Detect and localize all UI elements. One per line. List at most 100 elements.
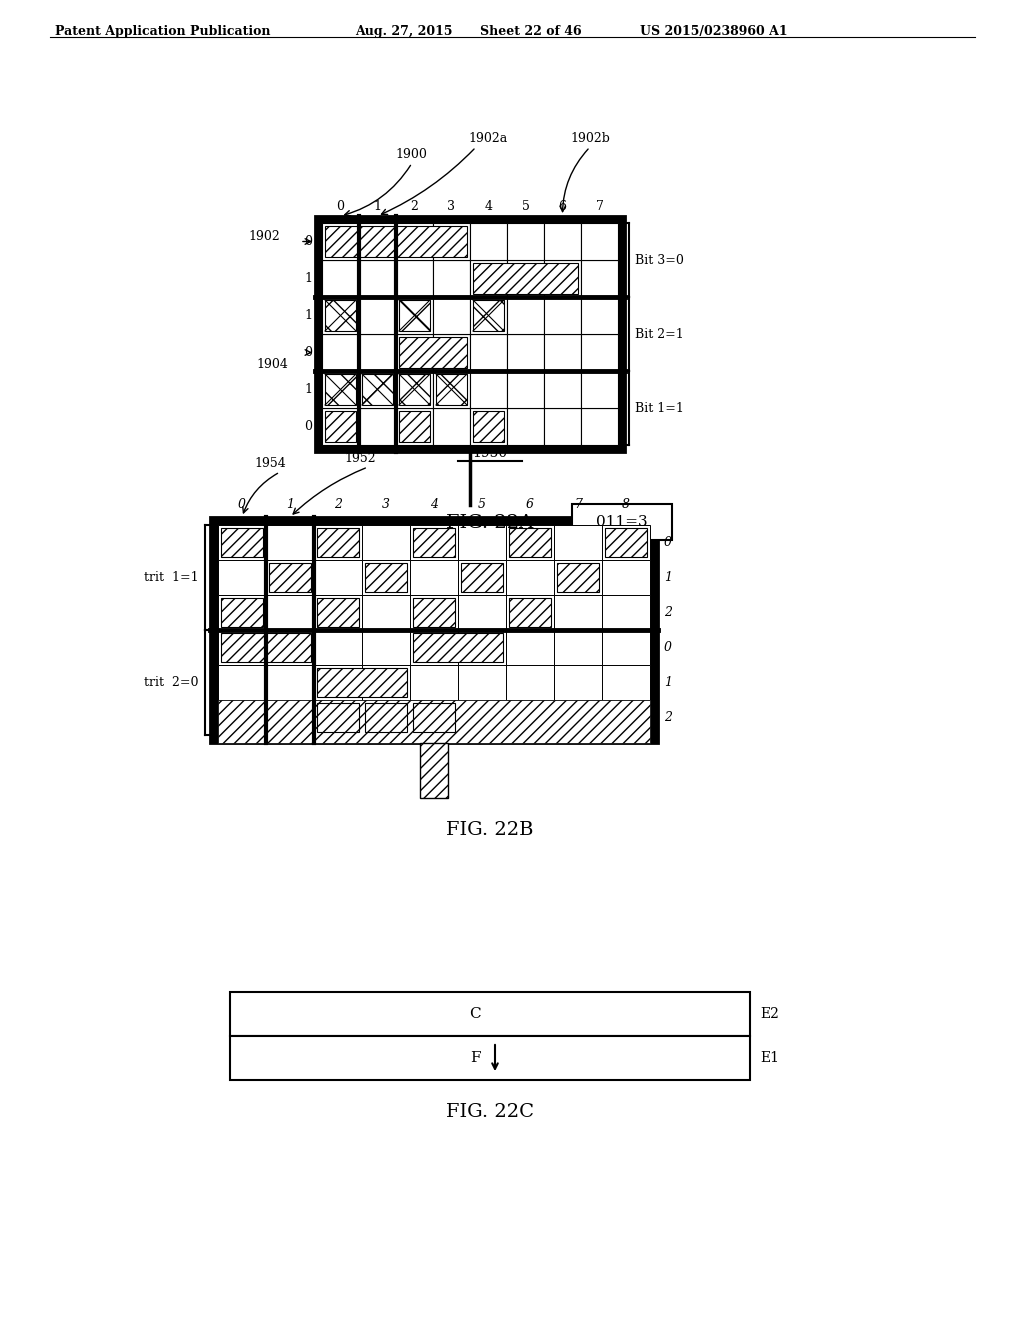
Bar bbox=[399, 300, 430, 331]
Bar bbox=[413, 634, 503, 663]
Bar bbox=[433, 260, 470, 297]
Bar bbox=[269, 564, 311, 591]
Text: 0: 0 bbox=[304, 346, 312, 359]
Bar bbox=[359, 260, 396, 297]
Bar bbox=[581, 371, 618, 408]
Bar bbox=[314, 525, 362, 560]
Bar bbox=[322, 297, 359, 334]
Text: 7: 7 bbox=[596, 201, 603, 213]
Bar bbox=[507, 297, 544, 334]
Bar bbox=[433, 297, 470, 334]
Bar bbox=[396, 297, 433, 334]
Bar bbox=[470, 297, 507, 334]
Text: 1904: 1904 bbox=[256, 358, 288, 371]
Bar bbox=[322, 260, 359, 297]
Bar bbox=[362, 560, 410, 595]
Text: 7: 7 bbox=[574, 498, 582, 511]
Bar bbox=[554, 560, 602, 595]
Text: 8: 8 bbox=[622, 498, 630, 511]
Bar bbox=[458, 700, 506, 735]
Text: Bit 1=1: Bit 1=1 bbox=[635, 401, 684, 414]
Bar bbox=[362, 374, 393, 405]
Bar bbox=[317, 704, 359, 733]
Bar bbox=[266, 630, 314, 665]
Bar bbox=[362, 595, 410, 630]
Bar bbox=[359, 334, 396, 371]
Bar bbox=[506, 630, 554, 665]
Bar bbox=[221, 528, 263, 557]
Bar bbox=[362, 665, 410, 700]
Bar bbox=[433, 408, 470, 445]
Bar bbox=[470, 334, 507, 371]
Bar bbox=[218, 700, 266, 735]
Bar bbox=[230, 1036, 750, 1080]
Bar bbox=[433, 371, 470, 408]
Text: Aug. 27, 2015: Aug. 27, 2015 bbox=[355, 25, 453, 38]
Bar bbox=[413, 528, 455, 557]
Bar bbox=[315, 216, 625, 451]
Bar bbox=[410, 525, 458, 560]
Bar bbox=[413, 598, 455, 627]
Bar bbox=[554, 630, 602, 665]
Bar bbox=[410, 595, 458, 630]
Bar bbox=[458, 560, 506, 595]
Text: E2: E2 bbox=[760, 1007, 779, 1020]
Bar bbox=[554, 700, 602, 735]
Bar bbox=[221, 634, 311, 663]
Text: 2: 2 bbox=[664, 606, 672, 619]
Bar bbox=[218, 700, 650, 743]
Bar bbox=[509, 598, 551, 627]
Bar bbox=[362, 525, 410, 560]
Text: 1900: 1900 bbox=[395, 148, 427, 161]
Text: E1: E1 bbox=[760, 1051, 779, 1065]
Text: C: C bbox=[469, 1007, 481, 1020]
Bar bbox=[581, 260, 618, 297]
Text: trit  1=1: trit 1=1 bbox=[144, 572, 199, 583]
Bar bbox=[266, 525, 314, 560]
Text: 1: 1 bbox=[286, 498, 294, 511]
Bar bbox=[602, 700, 650, 735]
Bar bbox=[602, 665, 650, 700]
Bar bbox=[436, 374, 467, 405]
Bar bbox=[473, 411, 504, 442]
Text: 1: 1 bbox=[304, 309, 312, 322]
Text: 4: 4 bbox=[484, 201, 493, 213]
Text: 1902a: 1902a bbox=[468, 132, 507, 145]
Bar bbox=[396, 371, 433, 408]
Text: 1952: 1952 bbox=[344, 451, 376, 465]
Bar bbox=[544, 371, 581, 408]
Bar bbox=[410, 560, 458, 595]
Bar bbox=[470, 260, 507, 297]
Text: 0: 0 bbox=[304, 235, 312, 248]
Text: 4: 4 bbox=[430, 498, 438, 511]
Bar bbox=[420, 743, 449, 799]
Bar bbox=[359, 371, 396, 408]
Bar bbox=[314, 630, 362, 665]
Bar bbox=[399, 411, 430, 442]
Bar bbox=[581, 223, 618, 260]
Bar bbox=[602, 560, 650, 595]
Bar bbox=[396, 223, 433, 260]
Text: 1950: 1950 bbox=[472, 446, 508, 459]
Bar bbox=[230, 993, 750, 1036]
Bar bbox=[544, 334, 581, 371]
Bar bbox=[218, 665, 266, 700]
Text: 2: 2 bbox=[411, 201, 419, 213]
Text: 1: 1 bbox=[664, 676, 672, 689]
Text: Bit 3=0: Bit 3=0 bbox=[635, 253, 684, 267]
Bar bbox=[602, 595, 650, 630]
Bar bbox=[572, 504, 672, 540]
Bar bbox=[314, 700, 362, 735]
Bar bbox=[554, 525, 602, 560]
Text: FIG. 22A: FIG. 22A bbox=[446, 513, 534, 532]
Bar bbox=[581, 297, 618, 334]
Bar bbox=[506, 525, 554, 560]
Text: 011=3: 011=3 bbox=[596, 515, 648, 529]
Bar bbox=[359, 408, 396, 445]
Bar bbox=[507, 223, 544, 260]
Bar bbox=[473, 300, 504, 331]
Bar bbox=[266, 700, 314, 735]
Text: 2: 2 bbox=[334, 498, 342, 511]
Bar bbox=[506, 700, 554, 735]
Bar bbox=[317, 668, 407, 697]
